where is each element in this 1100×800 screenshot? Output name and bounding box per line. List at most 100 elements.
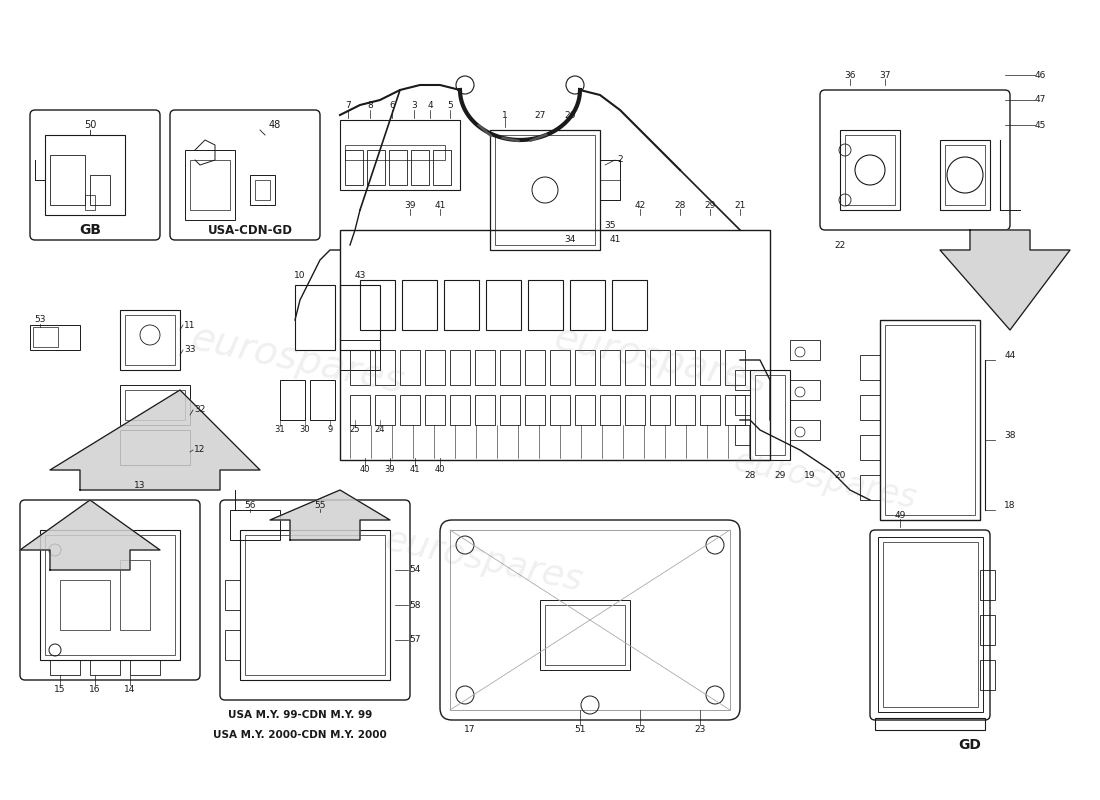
Text: 2: 2 (617, 155, 623, 165)
Text: 28: 28 (745, 470, 756, 479)
Bar (790, 340, 820, 360)
Bar (878, 537, 983, 712)
Bar (190, 160, 230, 210)
Bar (350, 350, 370, 385)
Bar (980, 570, 996, 600)
Text: 37: 37 (879, 70, 891, 79)
Text: USA M.Y. 2000-CDN M.Y. 2000: USA M.Y. 2000-CDN M.Y. 2000 (213, 730, 387, 740)
Bar (675, 350, 695, 385)
Polygon shape (270, 490, 390, 540)
Bar (120, 430, 190, 465)
Text: 8: 8 (367, 101, 373, 110)
Bar (650, 395, 670, 425)
Polygon shape (940, 230, 1070, 330)
Bar (226, 630, 240, 660)
Text: 33: 33 (185, 346, 196, 354)
Text: 18: 18 (1004, 501, 1015, 510)
Text: 3: 3 (411, 101, 417, 110)
Bar (490, 130, 600, 250)
Bar (725, 395, 745, 425)
Text: 41: 41 (434, 201, 446, 210)
Bar (840, 130, 900, 210)
Text: 32: 32 (195, 406, 206, 414)
Bar (411, 150, 429, 185)
Text: 42: 42 (635, 201, 646, 210)
Text: 28: 28 (674, 201, 685, 210)
Bar (240, 530, 390, 680)
Bar (340, 340, 379, 370)
Text: 1: 1 (502, 110, 508, 119)
Bar (570, 280, 605, 330)
Text: 11: 11 (185, 321, 196, 330)
Text: 39: 39 (405, 201, 416, 210)
Polygon shape (50, 390, 260, 490)
Bar (525, 350, 544, 385)
Text: eurospares: eurospares (550, 319, 770, 401)
Bar (500, 395, 520, 425)
Text: 12: 12 (195, 446, 206, 454)
Bar (226, 580, 240, 610)
Bar (50, 660, 80, 675)
Bar (860, 475, 880, 500)
Text: 10: 10 (295, 270, 306, 279)
Text: 29: 29 (704, 201, 716, 210)
Bar (30, 325, 80, 350)
Text: 17: 17 (464, 726, 475, 734)
Text: 20: 20 (834, 470, 846, 479)
Text: 45: 45 (1034, 121, 1046, 130)
Bar (375, 395, 395, 425)
Bar (400, 395, 420, 425)
Text: 55: 55 (315, 501, 326, 510)
Text: 56: 56 (244, 501, 255, 510)
Bar (450, 395, 470, 425)
Text: 9: 9 (328, 426, 332, 434)
Text: USA M.Y. 99-CDN M.Y. 99: USA M.Y. 99-CDN M.Y. 99 (228, 710, 372, 720)
Text: 35: 35 (604, 221, 616, 230)
Bar (230, 510, 280, 540)
Text: 48: 48 (268, 120, 282, 130)
Text: 22: 22 (835, 241, 846, 250)
Bar (120, 560, 150, 630)
Text: USA-CDN-GD: USA-CDN-GD (208, 223, 293, 237)
Bar (33, 327, 58, 347)
Bar (735, 395, 750, 415)
Bar (700, 395, 720, 425)
Bar (525, 395, 544, 425)
Bar (367, 150, 385, 185)
Bar (340, 120, 460, 190)
Text: 21: 21 (735, 201, 746, 210)
Bar (860, 355, 880, 380)
Bar (120, 310, 180, 370)
Bar (425, 395, 446, 425)
Bar (245, 535, 385, 675)
Text: 50: 50 (84, 120, 96, 130)
Text: 54: 54 (409, 566, 420, 574)
Bar (185, 150, 235, 220)
Bar (540, 600, 630, 670)
Text: 46: 46 (1034, 70, 1046, 79)
Bar (345, 150, 363, 185)
Polygon shape (20, 500, 160, 570)
Text: 7: 7 (345, 101, 351, 110)
Bar (125, 315, 175, 365)
Bar (350, 395, 370, 425)
Text: 57: 57 (409, 635, 420, 645)
Text: 43: 43 (354, 270, 365, 279)
Bar (250, 175, 275, 205)
Bar (625, 395, 645, 425)
Bar (735, 370, 750, 390)
Text: 58: 58 (409, 601, 420, 610)
Bar (345, 145, 446, 160)
Bar (725, 350, 745, 385)
Text: 36: 36 (845, 70, 856, 79)
Bar (980, 615, 996, 645)
Bar (50, 155, 85, 205)
Bar (495, 135, 595, 245)
Text: 39: 39 (385, 466, 395, 474)
Bar (255, 180, 270, 200)
Bar (40, 530, 180, 660)
Bar (860, 395, 880, 420)
Bar (675, 395, 695, 425)
Bar (528, 280, 563, 330)
Text: 24: 24 (375, 426, 385, 434)
